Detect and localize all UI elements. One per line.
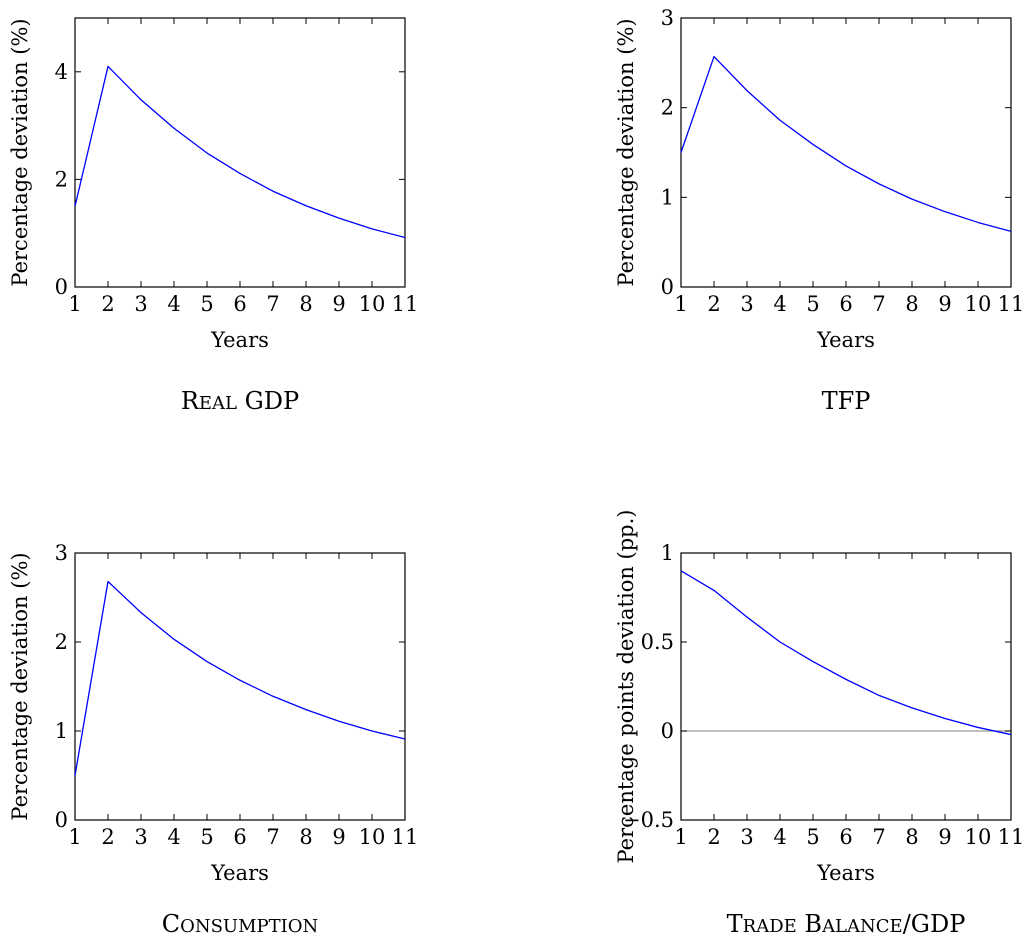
series-line-1 [74,65,406,239]
x-tick-label: 10 [965,292,992,316]
y-tick-label: 2 [55,630,68,654]
y-tick-label: 4 [55,60,68,84]
x-tick-label: 1 [68,292,81,316]
y-tick-label: 1 [661,541,674,565]
x-tick-label: 6 [839,825,852,849]
y-axis-label: Percentage deviation (%) [8,18,32,286]
chart-caption: CONSUMPTION [162,910,319,938]
y-tick-label: 3 [661,6,674,30]
x-tick-label: 3 [134,292,147,316]
x-tick-label: 5 [806,825,819,849]
y-axis-label: Percentage points deviation (pp.) [614,509,638,863]
plot-frame [74,17,406,288]
y-tick-label: 0 [661,275,674,299]
plot-frame [680,552,1012,821]
x-tick-label: 8 [905,292,918,316]
y-tick-label: 1 [661,185,674,209]
x-tick-label: 11 [392,292,419,316]
y-axis-label: Percentage deviation (%) [614,18,638,286]
y-tick-label: 0 [55,275,68,299]
x-tick-label: 2 [707,825,720,849]
x-tick-label: 5 [200,825,213,849]
plot-frame [74,552,406,821]
x-tick-label: 10 [359,825,386,849]
x-tick-label: 6 [233,292,246,316]
x-tick-label: 9 [332,825,345,849]
x-tick-label: 3 [740,825,753,849]
x-tick-label: 4 [773,292,786,316]
x-tick-label: 1 [674,292,687,316]
series-line-1 [680,55,1012,233]
y-tick-label: 1 [55,719,68,743]
x-tick-label: 5 [200,292,213,316]
y-tick-label: 3 [55,541,68,565]
x-tick-label: 7 [266,292,279,316]
x-tick-label: 8 [905,825,918,849]
chart-caption: REAL GDP [181,387,299,415]
x-axis-label: Years [816,861,875,885]
x-tick-label: 8 [299,825,312,849]
x-tick-label: 9 [332,292,345,316]
x-tick-label: 4 [167,292,180,316]
x-tick-label: 11 [998,825,1025,849]
x-tick-label: 6 [839,292,852,316]
x-tick-label: 7 [872,825,885,849]
y-tick-label: 0.5 [641,630,674,654]
x-tick-label: 10 [965,825,992,849]
x-tick-label: 1 [674,825,687,849]
x-axis-label: Years [210,328,269,352]
x-tick-label: 3 [134,825,147,849]
chart-caption: TFP [822,387,871,415]
x-tick-label: 2 [101,825,114,849]
chart-caption: TRADE BALANCE/GDP [727,910,966,938]
x-tick-label: 2 [707,292,720,316]
x-tick-label: 4 [773,825,786,849]
x-axis-label: Years [816,328,875,352]
x-tick-label: 5 [806,292,819,316]
x-axis-label: Years [210,861,269,885]
series-line-1 [74,580,406,776]
x-tick-label: 11 [392,825,419,849]
x-tick-label: 7 [266,825,279,849]
y-tick-label: 2 [55,167,68,191]
x-tick-label: 9 [938,825,951,849]
x-tick-label: 8 [299,292,312,316]
y-tick-label: 2 [661,96,674,120]
x-tick-label: 4 [167,825,180,849]
series-line-1 [680,570,1012,736]
x-tick-label: 2 [101,292,114,316]
y-tick-label: −0.5 [623,808,674,832]
x-tick-label: 9 [938,292,951,316]
x-tick-label: 6 [233,825,246,849]
plot-frame [680,17,1012,288]
x-tick-label: 10 [359,292,386,316]
x-tick-label: 3 [740,292,753,316]
x-tick-label: 7 [872,292,885,316]
y-tick-label: 0 [55,808,68,832]
y-axis-label: Percentage deviation (%) [8,552,32,820]
y-tick-label: 0 [661,719,674,743]
x-tick-label: 11 [998,292,1025,316]
x-tick-label: 1 [68,825,81,849]
